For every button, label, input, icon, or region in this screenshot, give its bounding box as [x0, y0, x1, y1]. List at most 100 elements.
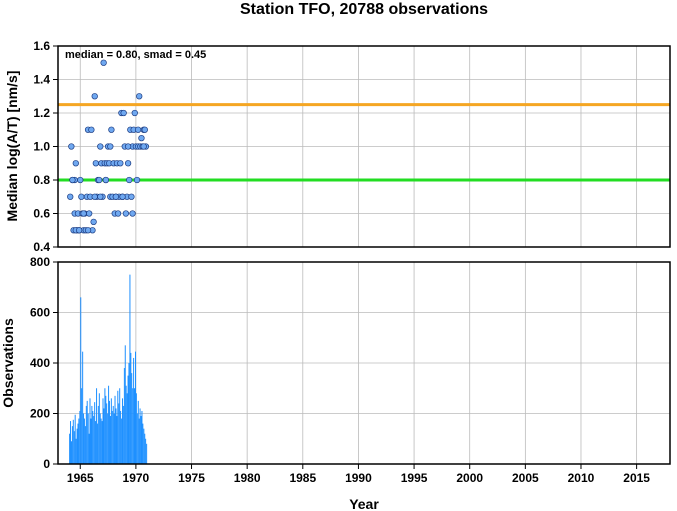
scatter-point: [97, 193, 104, 200]
histogram-bar: [140, 416, 142, 464]
scatter-point: [96, 176, 103, 184]
x-tick-label: 1990: [345, 471, 372, 485]
scatter-point: [102, 176, 109, 184]
scatter-point: [84, 227, 92, 234]
scatter-point: [138, 134, 145, 142]
histogram-bar: [121, 418, 123, 464]
histogram-bar: [108, 385, 110, 464]
histogram-bar: [146, 443, 148, 464]
histogram-bar: [130, 352, 132, 464]
histogram-bar: [78, 418, 80, 464]
histogram-bar: [77, 423, 79, 464]
histogram-bar: [143, 428, 145, 464]
scatter-point: [69, 176, 76, 184]
histogram-bar: [82, 351, 84, 464]
histogram-bar: [89, 398, 91, 464]
scatter-point: [122, 210, 130, 217]
histogram-bar: [71, 441, 73, 464]
scatter-point: [91, 93, 98, 100]
histogram-bar: [125, 385, 127, 464]
histogram-bar: [100, 418, 102, 464]
histogram-bars: [69, 274, 148, 464]
x-tick-label: 2015: [623, 471, 650, 485]
histogram-y-tick-label: 400: [30, 356, 50, 370]
histogram-bar: [142, 423, 144, 464]
scatter-point: [100, 59, 107, 66]
x-tick-label: 1970: [123, 471, 150, 485]
histogram-bar: [119, 388, 121, 464]
x-tick-label: 1985: [289, 471, 316, 485]
x-tick-label: 2010: [568, 471, 595, 485]
histogram-bar: [137, 400, 139, 464]
histogram-bar: [87, 413, 89, 464]
scatter-point: [114, 210, 122, 217]
scatter-point: [92, 160, 99, 167]
scatter-y-tick-label: 1.6: [33, 39, 50, 53]
histogram-bar: [135, 393, 137, 464]
scatter-panel: 0.4 0.6 0.8 1.0 1.2 1.4 1.6 median = 0.80, sma…: [4, 39, 671, 254]
histogram-bar: [74, 414, 76, 464]
histogram-bar: [99, 413, 101, 464]
histogram-bar: [116, 416, 118, 464]
histogram-bar: [90, 418, 92, 464]
histogram-bar: [108, 400, 110, 464]
histogram-bar: [104, 388, 106, 464]
histogram-bar: [121, 398, 123, 464]
scatter-point: [117, 160, 124, 167]
histogram-y-tick-label: 800: [30, 255, 50, 269]
scatter-point: [124, 160, 132, 167]
histogram-bar: [131, 373, 133, 464]
scatter-point: [67, 193, 74, 200]
histogram-bar: [70, 421, 72, 464]
histogram-bar: [128, 363, 130, 464]
histogram-bar: [76, 428, 78, 464]
histogram-bar: [123, 368, 125, 464]
scatter-point: [140, 143, 147, 150]
scatter-point: [90, 218, 97, 226]
scatter-point: [129, 210, 136, 217]
scatter-point: [97, 143, 104, 150]
histogram-bar: [133, 357, 135, 464]
scatter-point: [88, 126, 95, 133]
scatter-point: [126, 176, 133, 184]
scatter-point: [75, 227, 83, 234]
histogram-bar: [81, 388, 83, 464]
scatter-y-tick-label: 1.4: [33, 73, 50, 87]
scatter-point: [134, 126, 142, 133]
histogram-bar: [124, 345, 126, 464]
histogram-bar: [103, 408, 105, 464]
scatter-point: [128, 193, 135, 200]
histogram-bar: [114, 395, 116, 464]
histogram-bar: [96, 423, 98, 464]
histogram-bar: [136, 413, 138, 464]
scatter-point: [131, 109, 138, 117]
scatter-point: [124, 143, 132, 150]
scatter-point: [77, 176, 84, 184]
reference-lines: [58, 103, 670, 182]
histogram-bar: [138, 418, 140, 464]
histogram-bar: [93, 416, 95, 464]
scatter-point: [108, 126, 115, 133]
histogram-bar: [117, 390, 119, 464]
histogram-bar: [83, 418, 85, 464]
histogram-bar: [75, 438, 77, 464]
histogram-bar: [84, 426, 86, 464]
chart-title: Station TFO, 20788 observations: [240, 1, 488, 18]
scatter-point: [78, 193, 85, 200]
histogram-bar: [118, 403, 120, 464]
histogram-bar: [80, 297, 82, 464]
histogram-bar: [73, 431, 75, 464]
scatter-y-tick-label: 0.6: [33, 207, 50, 221]
x-tick-label: 1980: [234, 471, 261, 485]
histogram-bar: [91, 405, 93, 464]
histogram-bar: [109, 416, 111, 464]
histogram-bar: [110, 398, 112, 464]
histogram-bar: [133, 388, 135, 464]
histogram-bar: [98, 393, 100, 464]
scatter-y-tick-label: 1.0: [33, 140, 50, 154]
histogram-bar: [132, 388, 134, 464]
histogram-bar: [106, 403, 108, 464]
histogram-y-ticks: 0 200 400 600 800: [30, 255, 58, 471]
scatter-point: [91, 193, 98, 200]
